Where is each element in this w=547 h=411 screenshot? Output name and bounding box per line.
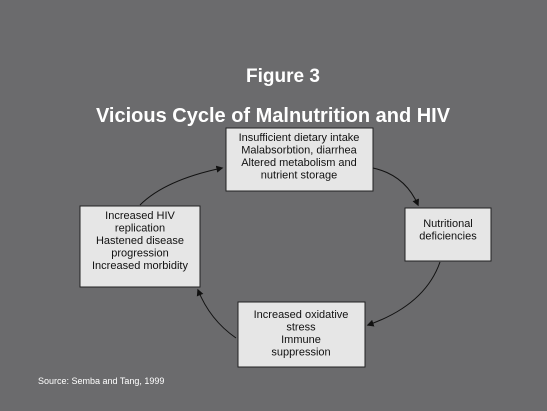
arrow — [139, 165, 224, 206]
arrow — [366, 261, 441, 327]
node-box — [404, 207, 492, 262]
node-label: suppression — [271, 347, 330, 359]
node-label: Increased HIV — [105, 210, 175, 222]
arrow — [196, 288, 237, 339]
subtitle: Vicious Cycle of Malnutrition and HIV — [96, 105, 451, 127]
node-label: stress — [286, 322, 316, 334]
node-label: deficiencies — [419, 231, 477, 243]
node-label: progression — [111, 248, 168, 260]
source: Source: Semba and Tang, 1999 — [38, 376, 164, 386]
node-label: Hastened disease — [96, 235, 184, 247]
arrow — [372, 167, 419, 207]
node-label: Increased morbidity — [92, 260, 188, 272]
node-box — [225, 127, 374, 192]
node-box — [237, 301, 366, 368]
node-box — [79, 205, 201, 288]
node-label: Nutritional — [423, 218, 473, 230]
node-label: Altered metabolism and — [241, 157, 357, 169]
node-label: replication — [115, 223, 165, 235]
node-label: Insufficient dietary intake — [239, 132, 360, 144]
node-label: Increased oxidative — [254, 309, 349, 321]
node-label: nutrient storage — [261, 170, 337, 182]
node-label: Immune — [281, 334, 321, 346]
title: Figure 3 — [246, 66, 320, 87]
node-label: Malabsorbtion, diarrhea — [241, 145, 357, 157]
